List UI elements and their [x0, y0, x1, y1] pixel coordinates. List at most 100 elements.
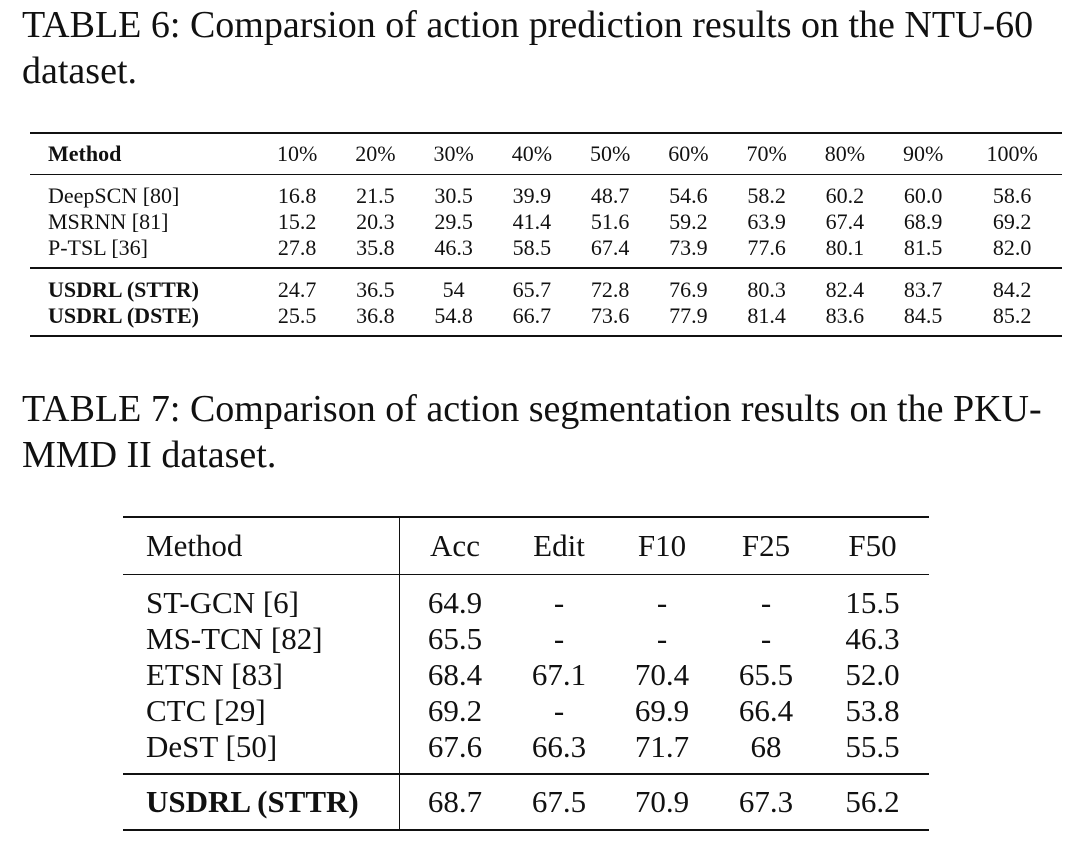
table7-value-cell: 46.3: [845, 621, 900, 656]
table6-value-cell: 81.5: [903, 235, 943, 260]
table7-value-cell: 71.7: [634, 729, 690, 764]
table6-method-cell: USDRL (STTR): [48, 277, 199, 302]
table6-value-cell: 63.9: [747, 209, 786, 234]
table7-header-row: Method Acc Edit F10 F25 F50: [123, 517, 929, 575]
table6-value-cell: 82.4: [825, 277, 865, 302]
table6-value-cell: 77.6: [747, 235, 786, 260]
table6-value-cell: 80.1: [825, 235, 865, 260]
table7-baseline-group: ST-GCN [6] 64.9- - -15.5 MS-TCN [82] 65.5- - -4…: [123, 574, 929, 774]
table7-value-cell: 67.1: [531, 657, 587, 692]
table6-header-cell: 80%: [824, 141, 866, 166]
table6-value-cell: 85.2: [992, 303, 1032, 328]
table6-value-cell: 80.3: [747, 277, 786, 302]
table6-value-cell: 46.3: [434, 235, 473, 260]
table7-method-cell: USDRL (STTR): [123, 774, 400, 830]
table6-value-cell: 83.7: [903, 277, 943, 302]
table6-value-cell: 82.0: [992, 235, 1032, 260]
table6-header-cell: 60%: [668, 141, 709, 166]
table7-row: USDRL (STTR) 68.7 67.5 70.9 67.3 56.2: [123, 774, 929, 830]
table6-value-cell: 69.2: [992, 209, 1032, 234]
table6-method-cell: DeepSCN [80]: [48, 183, 180, 208]
table6-value-cell: 58.6: [992, 183, 1032, 208]
table6-row: P-TSL [36] 27.8 35.8 46.3 58.5 67.4 73.9 77.6 80…: [30, 235, 1062, 268]
table6-value-cell: 27.8: [277, 235, 317, 260]
table6-method-cell: P-TSL [36]: [48, 235, 149, 260]
table7-value-cell: 15.5: [845, 585, 900, 620]
table6-value-cell: 67.4: [825, 209, 865, 234]
table7-value-cell: 53.8: [845, 693, 900, 728]
table6-header-cell: 30%: [433, 141, 474, 166]
table6-value-cell: 54.6: [669, 183, 708, 208]
table6-value-cell: 48.7: [590, 183, 630, 208]
table6-header-cell: 100%: [986, 141, 1038, 166]
table7-value-cell: 69.2: [427, 693, 483, 728]
table6: Method 10% 20% 30% 40% 50% 60% 70% 80% 9…: [30, 132, 1062, 337]
table6-value-cell: 30.5: [434, 183, 473, 208]
table6-header-cell: 40%: [511, 141, 553, 166]
table6-ours-group: USDRL (STTR) 24.7 36.5 54 65.7 72.8 76.9 80.3 82…: [30, 268, 1062, 336]
table7-method-cell: ST-GCN [6]: [123, 574, 400, 621]
table6-value-cell: 58.5: [512, 235, 552, 260]
table7-value-cell: 67.3: [738, 784, 794, 819]
table7-value-cell: -: [760, 621, 772, 656]
table6-value-cell: 67.4: [590, 235, 630, 260]
table6-value-cell: 36.5: [356, 277, 395, 302]
table7-header-cell: F50: [848, 528, 897, 563]
table6-value-cell: 60.0: [903, 183, 943, 208]
table7-value-cell: -: [553, 585, 565, 620]
table7-value-cell: 68.7: [427, 784, 483, 819]
table7-value-cell: -: [656, 621, 668, 656]
table6-value-cell: 54: [442, 277, 465, 302]
table7-value-cell: 55.5: [845, 729, 900, 764]
table6-row: DeepSCN [80] 16.8 21.5 30.5 39.9 48.7 54.6 58.2…: [30, 175, 1062, 210]
table6-value-cell: 76.9: [669, 277, 708, 302]
table6-method-cell: USDRL (DSTE): [48, 303, 199, 328]
table7-method-cell: MS-TCN [82]: [123, 621, 400, 657]
table6-value-cell: 41.4: [512, 209, 552, 234]
table6-value-cell: 66.7: [512, 303, 552, 328]
table7-row: ST-GCN [6] 64.9 - - - 15.5: [123, 574, 929, 621]
table6-row: USDRL (STTR) 24.7 36.5 54 65.7 72.8 76.9 80.3 82…: [30, 268, 1062, 303]
table7-value-cell: 67.6: [427, 729, 483, 764]
table7-value-cell: 65.5: [738, 657, 794, 692]
table7-value-cell: 70.9: [634, 784, 690, 819]
table7-row: ETSN [83] 68.4 67.1 70.4 65.5 52.0: [123, 657, 929, 693]
table6-value-cell: 20.3: [356, 209, 395, 234]
table6-method-cell: MSRNN [81]: [48, 209, 169, 234]
table7-method-cell: DeST [50]: [123, 729, 400, 774]
table7-value-cell: -: [760, 585, 772, 620]
table7-value-cell: 66.3: [531, 729, 587, 764]
table7-value-cell: 52.0: [845, 657, 900, 692]
table7-value-cell: 56.2: [845, 784, 900, 819]
table6-value-cell: 54.8: [434, 303, 473, 328]
table7-value-cell: -: [553, 693, 565, 728]
table7-header-cell: Acc: [430, 528, 480, 563]
table6-value-cell: 25.5: [277, 303, 317, 328]
table6-value-cell: 36.8: [356, 303, 395, 328]
table6-value-cell: 65.7: [512, 277, 552, 302]
table6-value-cell: 35.8: [356, 235, 395, 260]
table6-value-cell: 84.2: [992, 277, 1032, 302]
table6-value-cell: 15.2: [277, 209, 317, 234]
table6-value-cell: 72.8: [590, 277, 630, 302]
table6-header-row: Method 10% 20% 30% 40% 50% 60% 70% 80% 9…: [30, 133, 1062, 175]
table7-header-cell: Edit: [533, 528, 585, 563]
table7-value-cell: 68.4: [427, 657, 483, 692]
table6-header-cell: 10%: [276, 141, 318, 166]
table7-value-cell: 68: [750, 729, 782, 764]
table7-value-cell: 65.5: [427, 621, 483, 656]
table7-row: CTC [29] 69.2 - 69.9 66.4 53.8: [123, 693, 929, 729]
table7-ours-group: USDRL (STTR) 68.7 67.5 70.9 67.3 56.2: [123, 774, 929, 830]
table6-value-cell: 59.2: [669, 209, 708, 234]
table6-header-cell: 20%: [355, 141, 396, 166]
table7-header-cell: F25: [741, 528, 791, 563]
table6-value-cell: 73.9: [669, 235, 708, 260]
table6-row: MSRNN [81] 15.2 20.3 29.5 41.4 51.6 59.2 63.9 67…: [30, 209, 1062, 235]
table6-value-cell: 39.9: [512, 183, 552, 208]
table7-method-cell: CTC [29]: [123, 693, 400, 729]
table6-baseline-group: DeepSCN [80] 16.8 21.5 30.5 39.9 48.7 54.6 58.2…: [30, 175, 1062, 269]
table6-header-cell: 90%: [902, 141, 944, 166]
table7-method-cell: ETSN [83]: [123, 657, 400, 693]
table7-row: DeST [50] 67.6 66.3 71.7 68 55.5: [123, 729, 929, 774]
table7-header-cell: Method: [123, 517, 400, 575]
